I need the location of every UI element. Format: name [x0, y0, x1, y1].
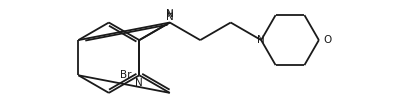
Text: O: O [323, 35, 332, 45]
Text: N: N [166, 12, 174, 22]
Text: Br: Br [120, 70, 131, 80]
Text: N: N [257, 35, 265, 45]
Text: H: H [166, 10, 173, 19]
Text: N: N [135, 78, 143, 88]
Text: N: N [166, 9, 174, 19]
